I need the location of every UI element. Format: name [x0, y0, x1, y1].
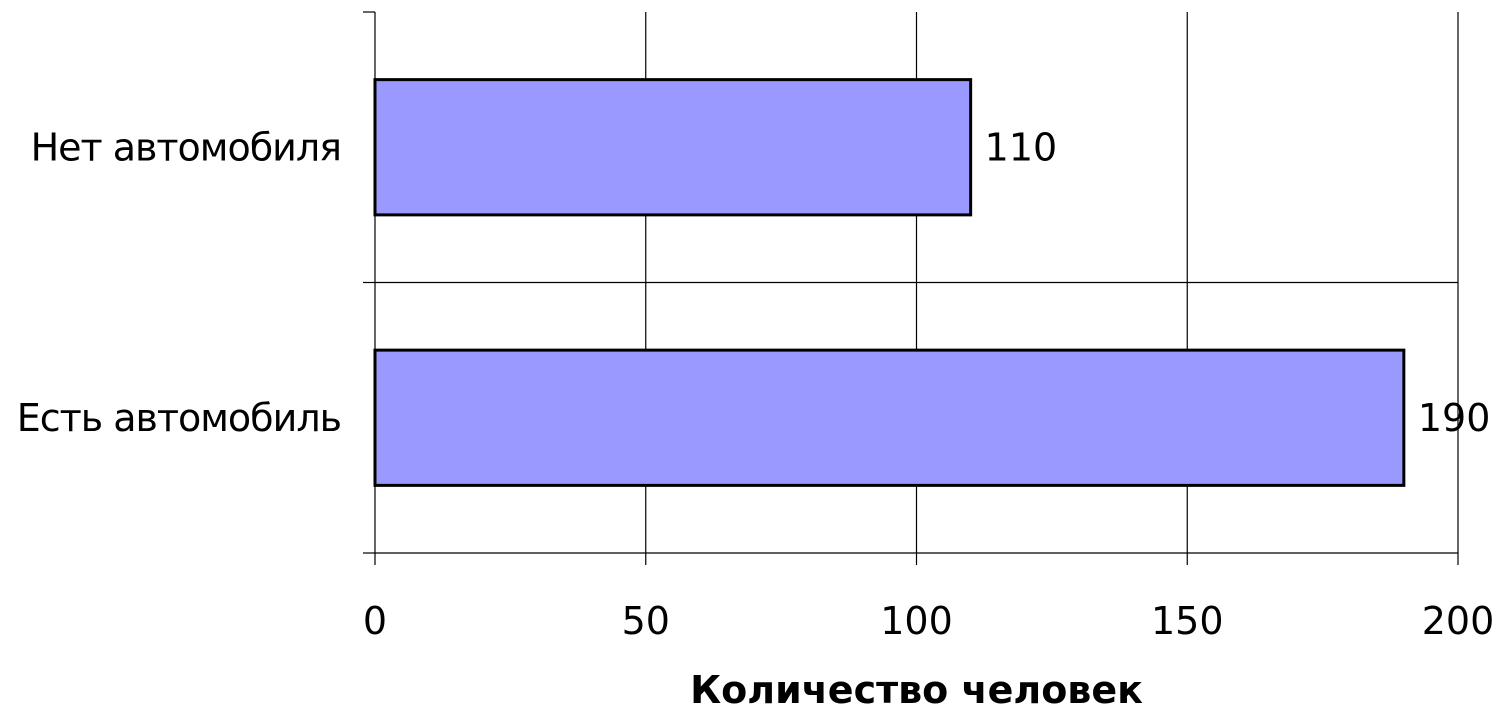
category-label: Есть автомобиль: [17, 396, 341, 440]
data-label: 190: [1418, 396, 1491, 440]
axes: [363, 11, 1459, 565]
x-tick-label: 0: [363, 599, 387, 643]
data-label: 110: [985, 125, 1058, 169]
category-label: Нет автомобиля: [31, 125, 341, 169]
x-axis-title: Количество человек: [690, 668, 1143, 711]
x-tick-label: 50: [622, 599, 670, 643]
x-tick-label: 100: [880, 599, 953, 643]
bar: [373, 78, 973, 217]
labels: 0 50 100 150 200 Нет автомобиля 110 Есть автомо…: [17, 125, 1495, 643]
x-tick-label: 150: [1151, 599, 1224, 643]
x-tick-label: 200: [1422, 599, 1495, 643]
bar: [373, 348, 1406, 487]
